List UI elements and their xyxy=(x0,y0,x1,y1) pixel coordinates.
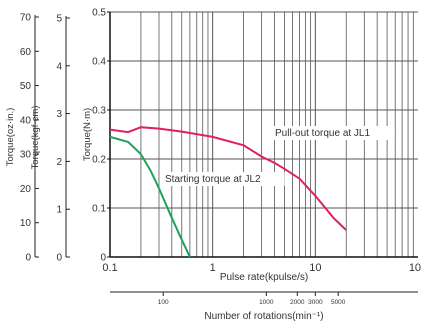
y-tick-label-oz: 40 xyxy=(20,115,32,126)
y-tick-label-nm: 0.3 xyxy=(92,106,106,117)
x-tick-label: 1 xyxy=(210,262,216,274)
series-layer xyxy=(109,126,347,258)
y-axis-title-kgf: Torque(kgf·cm) xyxy=(30,106,41,170)
series-line-1 xyxy=(109,126,347,231)
y-tick-label-oz: 10 xyxy=(20,218,32,229)
y-tick-label-nm: 0.4 xyxy=(92,57,106,68)
y-tick-label-kgf: 2 xyxy=(56,157,62,168)
x-tick-label-rotations: 100 xyxy=(158,299,169,306)
y-tick-label-kgf: 4 xyxy=(56,61,62,72)
x-tick-label: 0.1 xyxy=(102,262,117,274)
y-axis-title-oz: Torque(oz·in.) xyxy=(5,108,16,167)
x-tick-label-rotations: 5000 xyxy=(331,299,346,306)
y-tick-label-kgf: 0 xyxy=(56,253,62,264)
y-tick-label-oz: 30 xyxy=(20,150,32,161)
y-tick-label-kgf: 1 xyxy=(56,205,62,216)
annotation-bg xyxy=(272,126,395,140)
y-tick-label-oz: 60 xyxy=(20,47,32,58)
labels: 0.50.40.30.20.10543210706050403020100Tor… xyxy=(5,8,421,323)
y-tick-label-nm: 0 xyxy=(100,253,106,264)
y-tick-label-oz: 50 xyxy=(20,81,32,92)
y-axis-title-nm: Torque(N·m) xyxy=(82,108,93,161)
annotation-bg xyxy=(162,172,285,186)
x-axis-title: Pulse rate(kpulse/s) xyxy=(220,272,308,283)
y-tick-label-oz: 20 xyxy=(20,184,32,195)
y-tick-label-kgf: 3 xyxy=(56,109,62,120)
series-line-2 xyxy=(109,135,191,258)
y-tick-label-nm: 0.5 xyxy=(92,8,106,19)
x-tick-label: 10 xyxy=(309,262,321,274)
x-axis-title-rotations: Number of rotations(min⁻¹) xyxy=(204,311,323,322)
y-tick-label-oz: 70 xyxy=(20,13,32,24)
x-tick-label-rotations: 2000 xyxy=(290,299,305,306)
y-tick-label-kgf: 5 xyxy=(56,14,62,25)
x-tick-label-rotations: 3000 xyxy=(308,299,323,306)
series-annotation: Starting torque at JL2 xyxy=(165,174,261,185)
y-tick-label-nm: 0.1 xyxy=(92,204,106,215)
axes xyxy=(34,11,418,296)
x-tick-label-rotations: 1000 xyxy=(259,299,274,306)
y-tick-label-nm: 0.2 xyxy=(92,155,106,166)
y-tick-label-oz: 0 xyxy=(25,253,31,264)
x-tick-label: 100 xyxy=(409,262,421,274)
series-annotation: Pull-out torque at JL1 xyxy=(275,128,370,139)
